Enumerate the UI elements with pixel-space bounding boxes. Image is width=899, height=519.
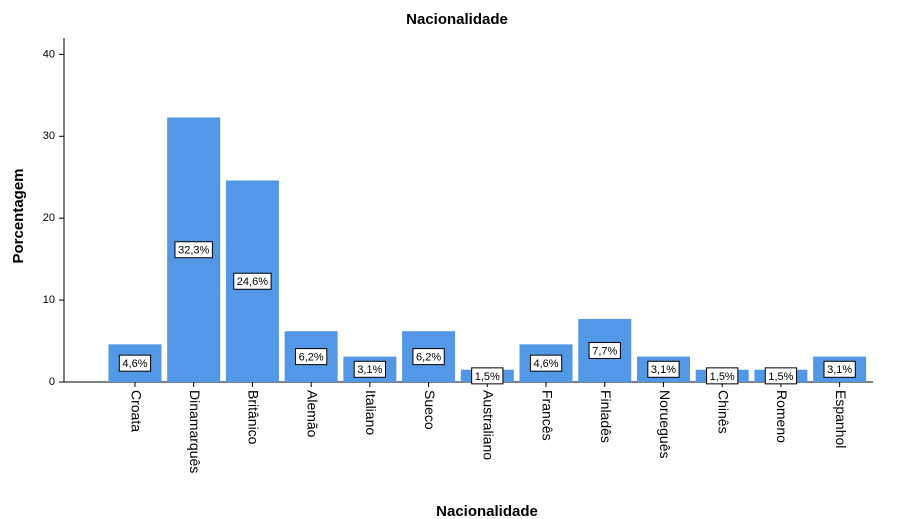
x-tick-label: Britânico — [246, 390, 262, 445]
value-label: 3,1% — [827, 364, 852, 376]
value-label-box — [529, 354, 563, 372]
x-tick-label: Dinamarquês — [187, 390, 203, 473]
value-label: 24,6% — [237, 276, 268, 288]
value-label-box — [647, 360, 680, 378]
value-label-box — [353, 360, 386, 378]
y-tick-label: 40 — [43, 48, 55, 60]
x-tick-label: Chinês — [715, 390, 731, 434]
y-tick-label: 20 — [43, 212, 55, 224]
x-tick-label: Italiano — [363, 390, 379, 435]
value-label: 1,5% — [710, 371, 735, 383]
value-label-box — [294, 348, 328, 366]
y-tick-label: 30 — [43, 130, 55, 142]
x-tick-label: Australiano — [481, 390, 497, 460]
x-tick-label: Romeno — [774, 390, 790, 443]
value-label: 1,5% — [768, 371, 793, 383]
value-label-box — [412, 348, 445, 366]
value-label: 4,6% — [533, 358, 558, 370]
y-tick-label: 0 — [49, 376, 55, 388]
value-label-box — [764, 367, 798, 385]
value-label: 7,7% — [592, 345, 617, 357]
value-label: 3,1% — [651, 364, 676, 376]
chart-title: Nacionalidade — [406, 11, 508, 28]
value-label-box — [471, 367, 504, 385]
x-tick-label: Croata — [128, 390, 144, 432]
value-label-box — [823, 360, 856, 378]
value-label: 6,2% — [299, 352, 324, 364]
value-label: 6,2% — [416, 352, 441, 364]
value-label-box — [588, 341, 621, 359]
x-tick-label: Finladês — [598, 390, 614, 443]
value-label-box — [118, 354, 152, 372]
x-tick-label: Alemão — [304, 390, 320, 438]
value-label: 4,6% — [122, 358, 147, 370]
x-tick-label: Norueguês — [657, 390, 673, 459]
value-label-box — [706, 367, 739, 385]
value-label: 1,5% — [475, 371, 500, 383]
value-label-box — [233, 272, 272, 290]
x-tick-label: Francês — [539, 390, 555, 441]
value-label: 3,1% — [357, 364, 382, 376]
x-tick-label: Sueco — [422, 390, 438, 430]
value-label-box — [174, 241, 213, 259]
y-tick-label: 10 — [43, 294, 55, 306]
value-label: 32,3% — [178, 245, 209, 257]
x-tick-label: Espanhol — [833, 390, 849, 448]
x-axis-title: Nacionalidade — [436, 503, 538, 519]
y-axis-title: Porcentagem — [10, 168, 27, 263]
